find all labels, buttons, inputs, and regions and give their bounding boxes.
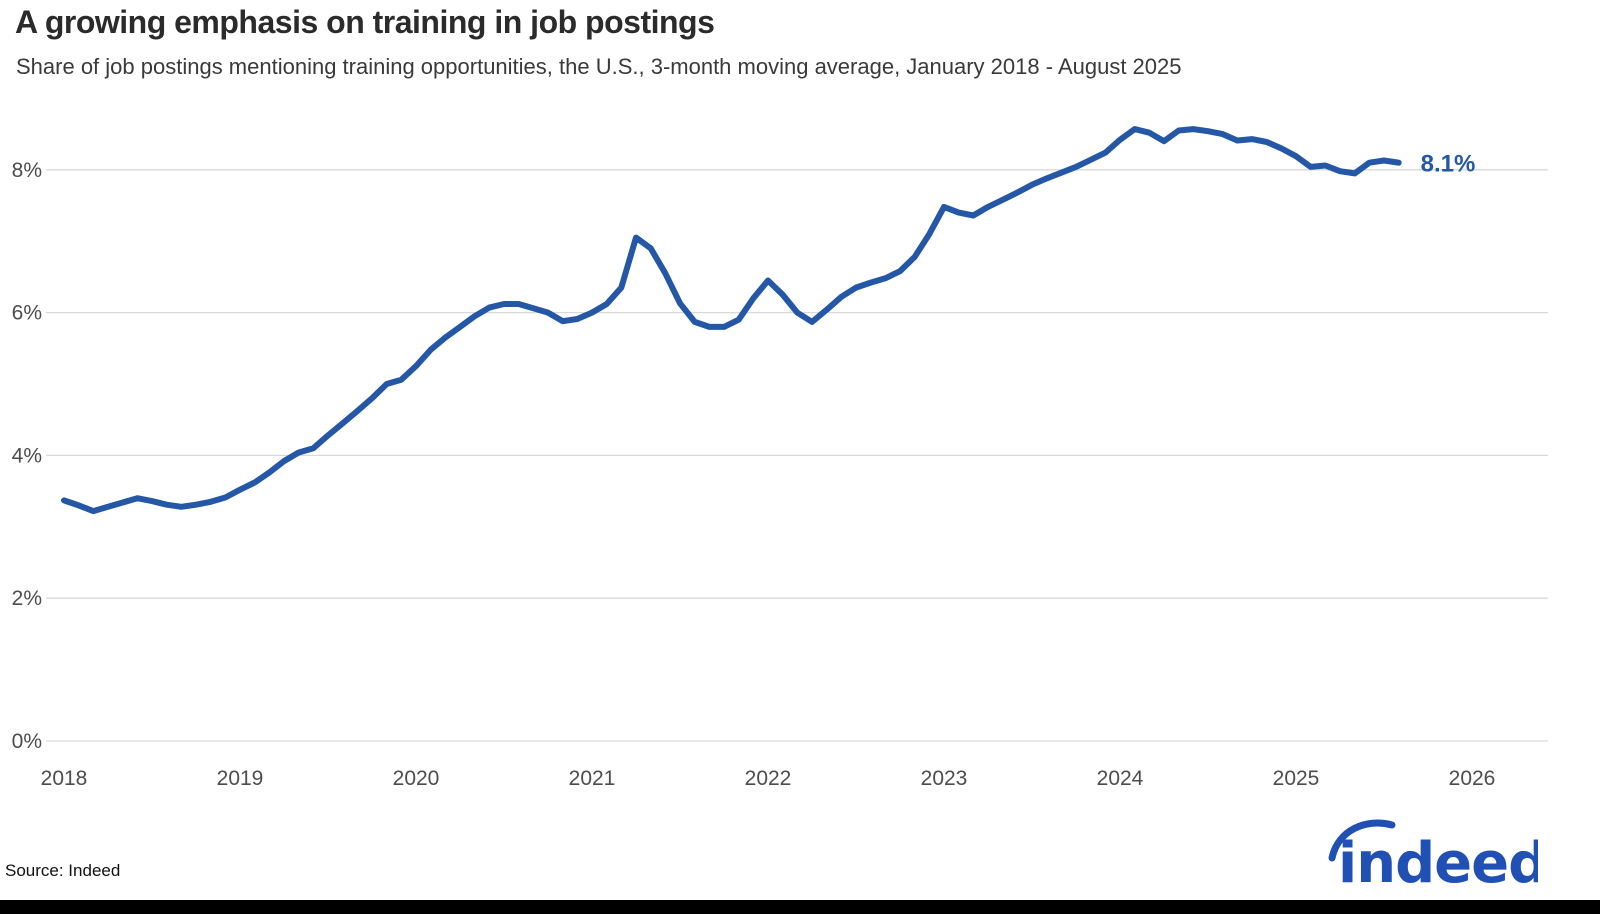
y-axis-label: 8% xyxy=(12,159,42,182)
end-value-label: 8.1% xyxy=(1421,151,1476,178)
y-axis-label: 4% xyxy=(12,444,42,467)
source-text: Source: Indeed xyxy=(5,861,121,880)
x-axis-label: 2022 xyxy=(745,767,792,790)
indeed-logo-swoosh-icon xyxy=(1328,819,1396,862)
x-axis-label: 2024 xyxy=(1097,767,1144,790)
x-axis-label: 2023 xyxy=(921,767,968,790)
x-axis-label: 2020 xyxy=(393,767,440,790)
y-axis-label: 2% xyxy=(12,587,42,610)
y-axis-label: 6% xyxy=(12,302,42,325)
x-axis-label: 2019 xyxy=(217,767,264,790)
x-axis-label: 2021 xyxy=(569,767,616,790)
page-title: A growing emphasis on training in job po… xyxy=(15,4,715,40)
page-subtitle: Share of job postings mentioning trainin… xyxy=(16,54,1182,79)
y-axis-label: 0% xyxy=(12,730,42,753)
x-axis-label: 2026 xyxy=(1449,767,1496,790)
trend-line xyxy=(61,126,1402,515)
bottom-black-bar xyxy=(0,900,1600,914)
x-axis-label: 2018 xyxy=(41,767,88,790)
indeed-logo: indeed xyxy=(1328,819,1538,896)
x-axis-label: 2025 xyxy=(1273,767,1320,790)
training-share-line-chart: 0% 2% 4% 6% 8% 2018 2019 2020 2021 2022 2023 2024 20… xyxy=(12,126,1548,790)
indeed-logo-wordmark: indeed xyxy=(1338,831,1538,896)
